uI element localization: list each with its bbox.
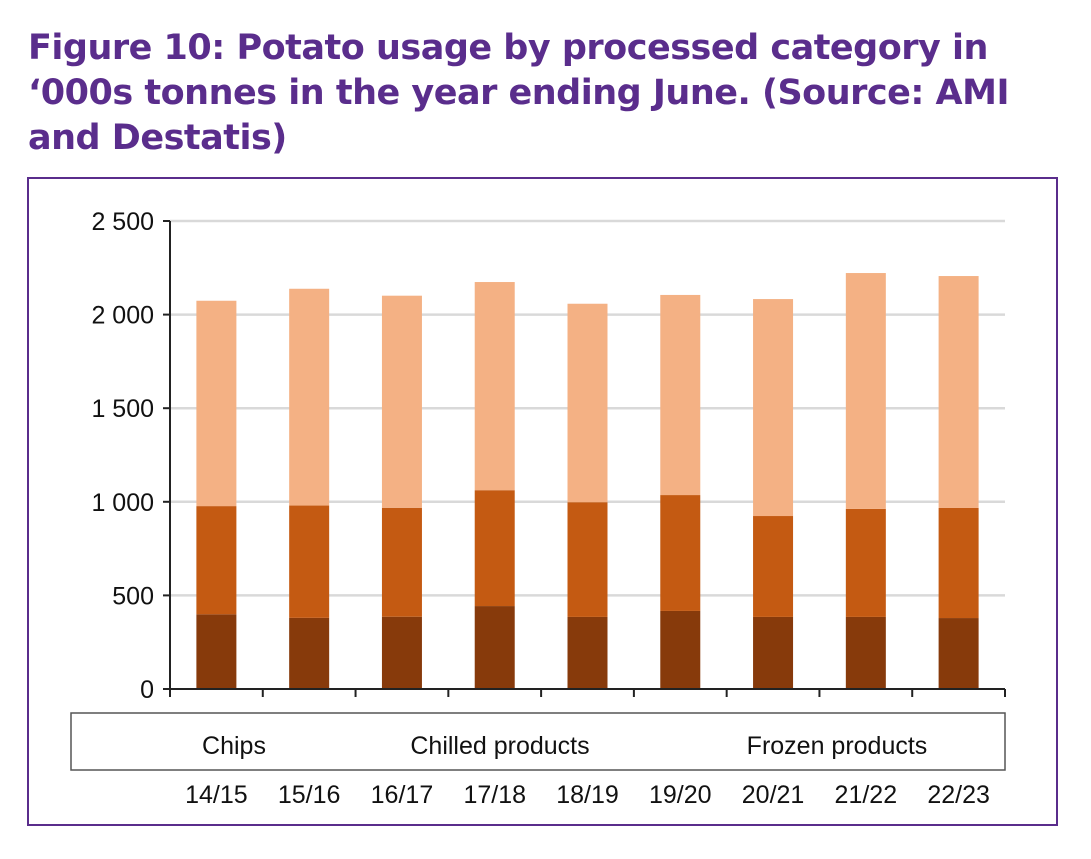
legend-box bbox=[70, 712, 1006, 771]
bar-frozen-products bbox=[381, 295, 422, 508]
x-tick-label: 16/17 bbox=[371, 781, 434, 809]
bar-chips bbox=[474, 606, 515, 689]
y-tick-label: 1 000 bbox=[91, 489, 154, 517]
bar-frozen-products bbox=[660, 294, 701, 496]
x-tick-label: 22/23 bbox=[927, 781, 990, 809]
bar-chilled-products bbox=[196, 506, 237, 615]
bar-chilled-products bbox=[474, 490, 515, 607]
bar-frozen-products bbox=[474, 282, 515, 491]
bar-chips bbox=[289, 617, 330, 689]
x-tick-label: 18/19 bbox=[556, 781, 619, 809]
chart-title: Figure 10: Potato usage by processed cat… bbox=[28, 28, 1010, 158]
y-tick-label: 2 000 bbox=[91, 302, 154, 330]
bar-frozen-products bbox=[196, 300, 237, 507]
x-tick-label: 17/18 bbox=[463, 781, 526, 809]
bar-frozen-products bbox=[753, 299, 794, 517]
bar-chilled-products bbox=[289, 505, 330, 618]
bar-chips bbox=[938, 618, 979, 689]
bar-frozen-products bbox=[567, 303, 608, 503]
y-tick-label: 2 500 bbox=[91, 208, 154, 236]
bar-chips bbox=[660, 610, 701, 689]
bar-chilled-products bbox=[938, 507, 979, 619]
bar-chips bbox=[567, 616, 608, 689]
legend-entry: Chilled products bbox=[410, 732, 589, 760]
y-tick-label: 1 500 bbox=[91, 395, 154, 423]
x-tick-label: 21/22 bbox=[835, 781, 898, 809]
x-tick-label: 14/15 bbox=[185, 781, 248, 809]
bar-frozen-products bbox=[938, 276, 979, 508]
bar-chips bbox=[845, 616, 886, 689]
y-tick-label: 500 bbox=[112, 582, 154, 610]
bar-chips bbox=[196, 614, 237, 689]
bar-frozen-products bbox=[845, 273, 886, 509]
x-tick-label: 20/21 bbox=[742, 781, 805, 809]
y-tick-label: 0 bbox=[140, 676, 154, 704]
bar-chilled-products bbox=[660, 495, 701, 611]
legend-entry: Chips bbox=[202, 732, 266, 760]
bar-chips bbox=[381, 616, 422, 689]
chart-frame bbox=[27, 177, 1058, 826]
bar-chilled-products bbox=[381, 507, 422, 617]
x-tick-label: 19/20 bbox=[649, 781, 712, 809]
legend-entry: Frozen products bbox=[747, 732, 928, 760]
x-tick-label: 15/16 bbox=[278, 781, 341, 809]
bar-chilled-products bbox=[753, 516, 794, 617]
bar-chips bbox=[753, 616, 794, 689]
bar-chilled-products bbox=[845, 508, 886, 617]
bar-chilled-products bbox=[567, 502, 608, 617]
bar-frozen-products bbox=[289, 288, 330, 506]
